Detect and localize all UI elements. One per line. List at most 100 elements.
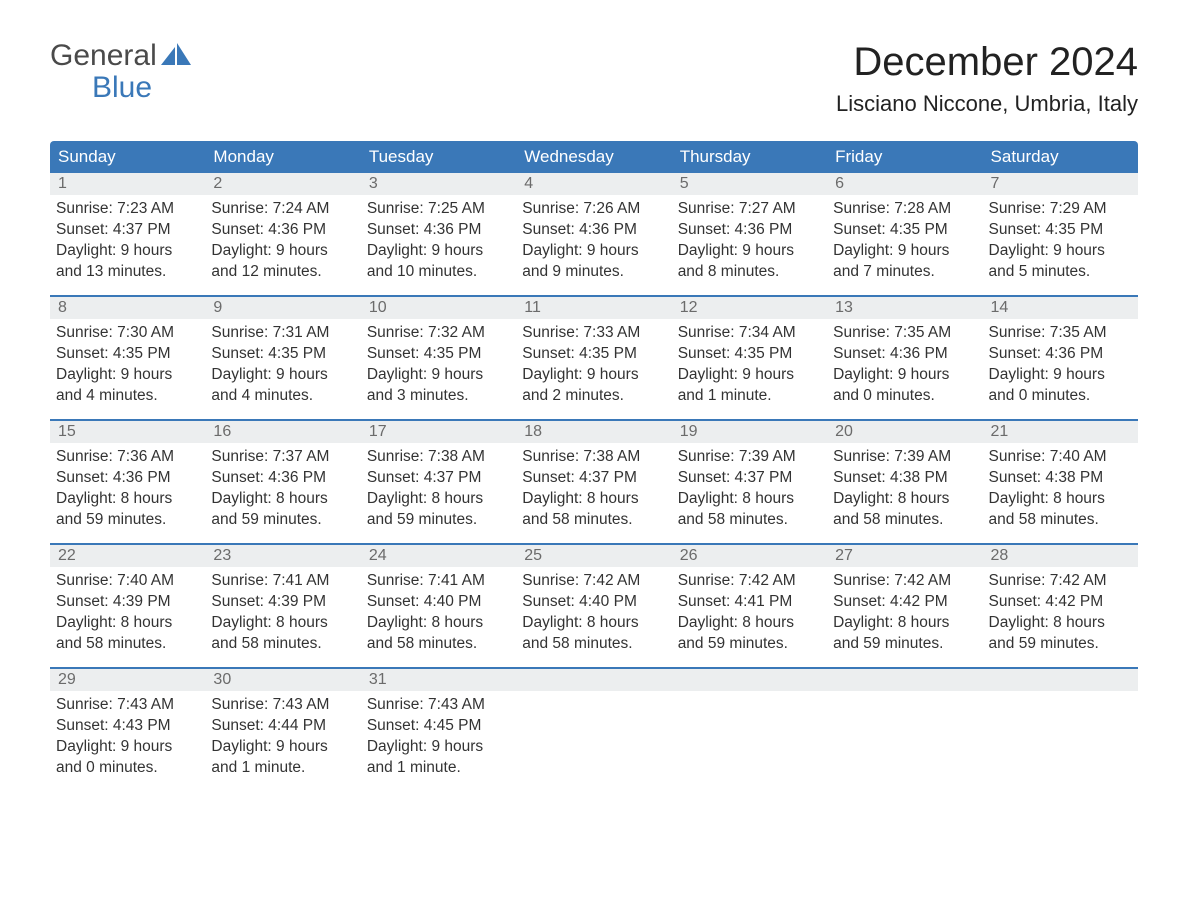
- day-number: 4: [516, 173, 671, 195]
- day-details: Sunrise: 7:40 AMSunset: 4:39 PMDaylight:…: [56, 571, 199, 655]
- week-row: 1Sunrise: 7:23 AMSunset: 4:37 PMDaylight…: [50, 173, 1138, 295]
- logo: General Blue: [50, 40, 191, 103]
- day-cell: [827, 669, 982, 791]
- day-sunrise: Sunrise: 7:23 AM: [56, 199, 199, 220]
- day-day2: and 5 minutes.: [989, 262, 1132, 283]
- day-day1: Daylight: 8 hours: [678, 613, 821, 634]
- location-subtitle: Lisciano Niccone, Umbria, Italy: [836, 91, 1138, 117]
- logo-word-general: General: [50, 40, 157, 72]
- day-cell: 21Sunrise: 7:40 AMSunset: 4:38 PMDayligh…: [983, 421, 1138, 543]
- day-details: Sunrise: 7:43 AMSunset: 4:43 PMDaylight:…: [56, 695, 199, 779]
- day-sunset: Sunset: 4:36 PM: [833, 344, 976, 365]
- day-day2: and 58 minutes.: [367, 634, 510, 655]
- day-details: Sunrise: 7:42 AMSunset: 4:42 PMDaylight:…: [833, 571, 976, 655]
- day-details: Sunrise: 7:28 AMSunset: 4:35 PMDaylight:…: [833, 199, 976, 283]
- week-row: 22 Sunrise: 7:40 AMSunset: 4:39 PMDayligh…: [50, 543, 1138, 667]
- day-sunset: Sunset: 4:35 PM: [678, 344, 821, 365]
- day-day2: and 0 minutes.: [56, 758, 199, 779]
- day-day2: and 58 minutes.: [678, 510, 821, 531]
- day-sunset: Sunset: 4:40 PM: [522, 592, 665, 613]
- day-day1: Daylight: 9 hours: [367, 737, 510, 758]
- day-cell: 26Sunrise: 7:42 AMSunset: 4:41 PMDayligh…: [672, 545, 827, 667]
- day-sunset: Sunset: 4:42 PM: [989, 592, 1132, 613]
- day-number: 27: [827, 545, 982, 567]
- day-number: 19: [672, 421, 827, 443]
- week-row: 8Sunrise: 7:30 AMSunset: 4:35 PMDaylight…: [50, 295, 1138, 419]
- day-cell: 8Sunrise: 7:30 AMSunset: 4:35 PMDaylight…: [50, 297, 205, 419]
- day-sunrise: Sunrise: 7:42 AM: [522, 571, 665, 592]
- logo-word-blue: Blue: [50, 72, 191, 104]
- day-day1: Daylight: 8 hours: [211, 613, 354, 634]
- weekday-header-row: Sunday Monday Tuesday Wednesday Thursday…: [50, 141, 1138, 173]
- day-sunset: Sunset: 4:37 PM: [367, 468, 510, 489]
- day-sunset: Sunset: 4:36 PM: [989, 344, 1132, 365]
- day-sunset: Sunset: 4:36 PM: [211, 468, 354, 489]
- title-block: December 2024 Lisciano Niccone, Umbria, …: [836, 40, 1138, 117]
- day-sunset: Sunset: 4:35 PM: [211, 344, 354, 365]
- day-sunset: Sunset: 4:37 PM: [522, 468, 665, 489]
- day-sunrise: Sunrise: 7:35 AM: [989, 323, 1132, 344]
- day-number: 26: [672, 545, 827, 567]
- day-number: 22: [50, 545, 205, 567]
- day-cell: 19Sunrise: 7:39 AMSunset: 4:37 PMDayligh…: [672, 421, 827, 543]
- day-number: 7: [983, 173, 1138, 195]
- day-sunset: Sunset: 4:38 PM: [833, 468, 976, 489]
- day-day1: Daylight: 9 hours: [678, 241, 821, 262]
- day-day1: Daylight: 8 hours: [833, 489, 976, 510]
- day-day2: and 4 minutes.: [211, 386, 354, 407]
- calendar: Sunday Monday Tuesday Wednesday Thursday…: [50, 141, 1138, 791]
- day-number: 8: [50, 297, 205, 319]
- day-details: Sunrise: 7:32 AMSunset: 4:35 PMDaylight:…: [367, 323, 510, 407]
- day-details: Sunrise: 7:43 AMSunset: 4:45 PMDaylight:…: [367, 695, 510, 779]
- day-sunrise: Sunrise: 7:39 AM: [678, 447, 821, 468]
- weekday-monday: Monday: [205, 141, 360, 173]
- day-sunrise: Sunrise: 7:28 AM: [833, 199, 976, 220]
- day-sunset: Sunset: 4:45 PM: [367, 716, 510, 737]
- day-sunrise: Sunrise: 7:43 AM: [211, 695, 354, 716]
- day-details: Sunrise: 7:33 AMSunset: 4:35 PMDaylight:…: [522, 323, 665, 407]
- day-details: Sunrise: 7:41 AMSunset: 4:40 PMDaylight:…: [367, 571, 510, 655]
- weekday-sunday: Sunday: [50, 141, 205, 173]
- day-sunset: Sunset: 4:42 PM: [833, 592, 976, 613]
- day-sunset: Sunset: 4:38 PM: [989, 468, 1132, 489]
- day-sunset: Sunset: 4:35 PM: [522, 344, 665, 365]
- day-cell: 6Sunrise: 7:28 AMSunset: 4:35 PMDaylight…: [827, 173, 982, 295]
- day-sunset: Sunset: 4:40 PM: [367, 592, 510, 613]
- day-sunrise: Sunrise: 7:35 AM: [833, 323, 976, 344]
- day-cell: 28Sunrise: 7:42 AMSunset: 4:42 PMDayligh…: [983, 545, 1138, 667]
- day-number: 12: [672, 297, 827, 319]
- day-details: Sunrise: 7:37 AMSunset: 4:36 PMDaylight:…: [211, 447, 354, 531]
- day-day1: Daylight: 9 hours: [833, 241, 976, 262]
- sail-icon: [161, 40, 191, 72]
- day-day2: and 8 minutes.: [678, 262, 821, 283]
- day-details: Sunrise: 7:36 AMSunset: 4:36 PMDaylight:…: [56, 447, 199, 531]
- day-details: Sunrise: 7:38 AMSunset: 4:37 PMDaylight:…: [367, 447, 510, 531]
- day-details: Sunrise: 7:26 AMSunset: 4:36 PMDaylight:…: [522, 199, 665, 283]
- day-day2: and 1 minute.: [211, 758, 354, 779]
- day-number: 29: [50, 669, 205, 691]
- day-sunrise: Sunrise: 7:38 AM: [367, 447, 510, 468]
- day-day1: Daylight: 8 hours: [56, 613, 199, 634]
- day-details: Sunrise: 7:25 AMSunset: 4:36 PMDaylight:…: [367, 199, 510, 283]
- day-sunrise: Sunrise: 7:38 AM: [522, 447, 665, 468]
- day-cell: 5Sunrise: 7:27 AMSunset: 4:36 PMDaylight…: [672, 173, 827, 295]
- day-day1: Daylight: 9 hours: [522, 241, 665, 262]
- month-title: December 2024: [836, 40, 1138, 85]
- day-cell: 10Sunrise: 7:32 AMSunset: 4:35 PMDayligh…: [361, 297, 516, 419]
- day-number: [672, 669, 827, 691]
- day-cell: 12 Sunrise: 7:34 AMSunset: 4:35 PMDayligh…: [672, 297, 827, 419]
- day-sunrise: Sunrise: 7:41 AM: [211, 571, 354, 592]
- day-day1: Daylight: 9 hours: [522, 365, 665, 386]
- day-sunrise: Sunrise: 7:39 AM: [833, 447, 976, 468]
- day-details: Sunrise: 7:29 AMSunset: 4:35 PMDaylight:…: [989, 199, 1132, 283]
- day-sunrise: Sunrise: 7:37 AM: [211, 447, 354, 468]
- day-sunset: Sunset: 4:43 PM: [56, 716, 199, 737]
- weekday-friday: Friday: [827, 141, 982, 173]
- day-day1: Daylight: 9 hours: [367, 241, 510, 262]
- day-details: Sunrise: 7:34 AMSunset: 4:35 PMDaylight:…: [678, 323, 821, 407]
- day-cell: 30Sunrise: 7:43 AMSunset: 4:44 PMDayligh…: [205, 669, 360, 791]
- day-cell: 25Sunrise: 7:42 AMSunset: 4:40 PMDayligh…: [516, 545, 671, 667]
- day-day2: and 1 minute.: [367, 758, 510, 779]
- day-cell: [983, 669, 1138, 791]
- day-sunrise: Sunrise: 7:34 AM: [678, 323, 821, 344]
